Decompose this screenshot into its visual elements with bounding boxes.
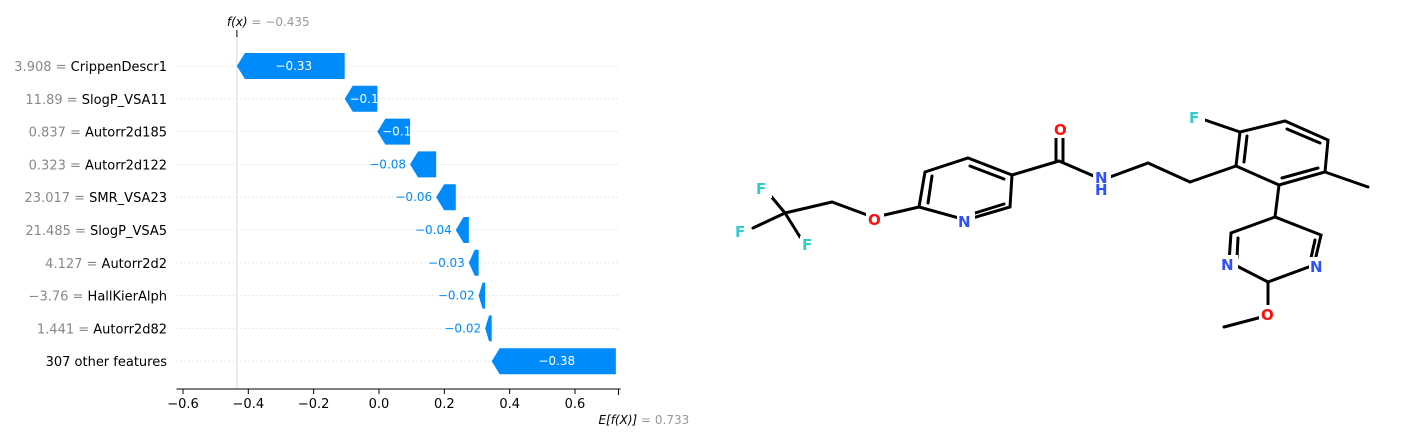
bar-value-label: −0.03 (428, 256, 465, 270)
bar-value-label: −0.04 (415, 223, 452, 237)
x-tick-label: 0.6 (565, 397, 586, 412)
x-tick-label: −0.2 (298, 397, 330, 412)
atom-label: N (1221, 256, 1234, 274)
bar-7 (478, 282, 486, 309)
x-tick-label: −0.4 (233, 397, 265, 412)
feature-label: 4.127 = Autorr2d2 (45, 257, 167, 272)
feature-label: 1.441 = Autorr2d82 (37, 322, 167, 337)
bar-8 (485, 315, 492, 342)
atom-label: O (1261, 306, 1274, 324)
efx-label: E[f(X)] = 0.733 (598, 413, 689, 427)
bar-value-label: −0.33 (275, 59, 312, 73)
bar-5 (455, 217, 469, 243)
bar-value-label: −0.08 (369, 157, 406, 171)
bar-6 (468, 249, 479, 276)
feature-label: 21.485 = SlogP_VSA5 (25, 224, 167, 239)
feature-label: 3.908 = CrippenDescr1 (14, 60, 167, 75)
bar-3 (410, 151, 437, 178)
atom-label: N (1095, 169, 1108, 187)
atom-label: F (756, 180, 766, 198)
feature-label: −3.76 = HallKierAlph (29, 290, 167, 305)
bar-2 (377, 118, 411, 145)
atom-label: O (868, 211, 881, 229)
bar-value-label: −0.02 (438, 289, 475, 303)
x-tick-label: 0.0 (369, 397, 390, 412)
molecule-atom-labels: F F F O N O N H F N N O (733, 108, 1327, 324)
atom-label: F (1189, 109, 1199, 127)
molecule-bonds (751, 118, 1370, 329)
feature-label: 23.017 = SMR_VSA23 (25, 191, 167, 206)
feature-label: 11.89 = SlogP_VSA11 (25, 93, 167, 108)
bar-4 (436, 184, 456, 211)
bar-value-label: −0.38 (538, 354, 575, 368)
bar-value-label: −0.1 (382, 125, 411, 139)
feature-label: 0.323 = Autorr2d122 (29, 158, 167, 173)
atom-label: N (958, 213, 971, 231)
atom-label: F (735, 223, 745, 241)
x-tick-label: 0.4 (499, 397, 520, 412)
atom-label: O (1054, 121, 1067, 139)
bar-value-label: −0.02 (444, 321, 481, 335)
bar-1 (344, 85, 378, 112)
atom-label: N (1310, 258, 1323, 276)
bar-9 (491, 348, 616, 375)
bar-value-label: −0.06 (395, 190, 432, 204)
fx-label: f(x) = −0.435 (227, 15, 310, 29)
bar-value-label: −0.1 (349, 92, 378, 106)
shap-waterfall-chart: f(x) = −0.435 E[f(X)] = 0.733 −0.33 3.908 =… (14, 15, 689, 427)
bar-0 (236, 53, 345, 79)
x-tick-label: −0.6 (167, 397, 199, 412)
feature-label: 307 other features (46, 355, 168, 370)
x-tick-label: 0.2 (434, 397, 455, 412)
atom-label: F (802, 236, 812, 254)
feature-label: 0.837 = Autorr2d185 (29, 126, 167, 141)
atom-label: H (1095, 181, 1108, 199)
